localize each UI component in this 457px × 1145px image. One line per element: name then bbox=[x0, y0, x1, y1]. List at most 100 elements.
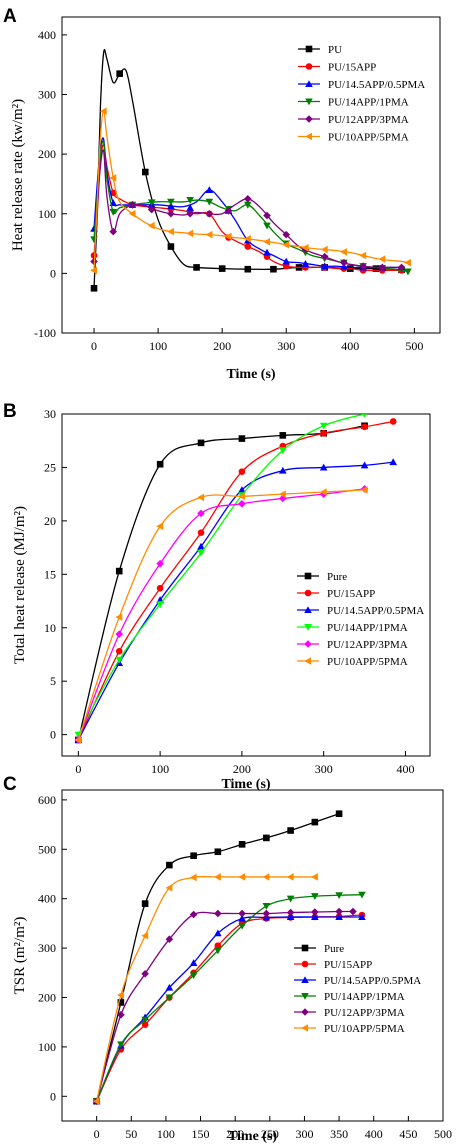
data-point bbox=[397, 263, 406, 272]
y-tick-label: 300 bbox=[38, 941, 56, 955]
data-point bbox=[244, 243, 252, 250]
y-tick-label: -100 bbox=[34, 326, 56, 340]
legend-marker bbox=[301, 976, 309, 984]
legend-label: PU/10APP/5PMA bbox=[328, 132, 409, 144]
data-point bbox=[404, 258, 412, 267]
data-point bbox=[189, 873, 197, 882]
series-line bbox=[93, 149, 402, 269]
data-point bbox=[320, 429, 327, 437]
y-tick-label: 600 bbox=[38, 793, 56, 807]
data-point bbox=[167, 209, 175, 218]
data-point bbox=[115, 630, 124, 638]
data-point bbox=[263, 248, 271, 256]
series-PU/10APP/5PMA bbox=[74, 486, 368, 744]
y-tick-label: 0 bbox=[50, 728, 56, 742]
data-point bbox=[238, 468, 246, 476]
data-point bbox=[224, 206, 233, 215]
data-point bbox=[115, 647, 123, 655]
data-point bbox=[279, 447, 287, 455]
x-axis-title: Time (s) bbox=[221, 777, 270, 792]
plot-frame bbox=[61, 789, 444, 1122]
data-point bbox=[404, 268, 412, 276]
data-point bbox=[109, 189, 117, 197]
data-point bbox=[238, 914, 246, 922]
x-tick-label: 200 bbox=[233, 762, 251, 776]
data-point bbox=[147, 205, 156, 214]
x-tick-label: 150 bbox=[192, 1127, 210, 1141]
x-tick-label: 100 bbox=[151, 762, 169, 776]
legend-marker bbox=[305, 98, 313, 106]
series-line bbox=[96, 894, 362, 1102]
data-point bbox=[189, 972, 198, 980]
data-point bbox=[301, 243, 309, 252]
series-PU/10APP/5PMA bbox=[92, 873, 318, 1106]
data-point bbox=[90, 266, 98, 275]
data-point bbox=[214, 929, 222, 937]
data-point bbox=[244, 235, 251, 243]
y-tick-label: 400 bbox=[38, 892, 56, 906]
data-point bbox=[389, 458, 397, 466]
series-line bbox=[96, 916, 362, 1102]
data-point bbox=[244, 265, 252, 273]
legend-label: PU/14.5APP/0.5PMA bbox=[324, 975, 421, 987]
legend-marker bbox=[304, 657, 312, 665]
y-tick-label: 0 bbox=[50, 266, 56, 280]
x-tick-label: 0 bbox=[75, 762, 81, 776]
data-point bbox=[286, 895, 295, 903]
y-axis-title: Total heat release (MJ/m²) bbox=[12, 506, 28, 664]
data-point bbox=[279, 494, 287, 503]
series-PU/14.5APP/0.5PMA bbox=[74, 458, 397, 744]
data-point bbox=[90, 284, 98, 292]
data-point bbox=[244, 195, 252, 203]
data-point bbox=[186, 197, 194, 204]
legend-label: PU/12APP/3PMA bbox=[327, 639, 408, 651]
x-tick-label: 300 bbox=[315, 762, 333, 776]
data-point bbox=[141, 969, 149, 978]
data-point bbox=[340, 258, 348, 267]
data-point bbox=[156, 584, 164, 592]
data-point bbox=[205, 209, 214, 218]
data-point bbox=[262, 909, 271, 918]
data-point bbox=[372, 265, 380, 272]
data-point bbox=[218, 265, 226, 272]
panel-letter: A bbox=[3, 6, 17, 27]
series-PU/12APP/3PMA bbox=[92, 907, 357, 1106]
legend-marker bbox=[301, 1024, 309, 1032]
legend-marker bbox=[301, 1008, 309, 1016]
legend: Pure PU/15APP PU/14.5APP/0.5PMA PU/14APP/1P… bbox=[294, 943, 421, 1035]
legend-marker bbox=[305, 115, 313, 123]
data-point bbox=[238, 922, 246, 930]
legend-marker bbox=[301, 944, 309, 952]
data-point bbox=[214, 909, 222, 918]
data-point bbox=[263, 211, 271, 220]
data-point bbox=[282, 240, 290, 249]
data-point bbox=[311, 908, 319, 916]
data-point bbox=[358, 891, 366, 899]
data-point bbox=[282, 230, 291, 239]
y-tick-label: 5 bbox=[50, 674, 56, 688]
legend-marker bbox=[301, 960, 309, 968]
legend-marker bbox=[304, 572, 312, 580]
data-point bbox=[263, 834, 270, 842]
data-point bbox=[238, 435, 246, 442]
data-point bbox=[362, 414, 367, 418]
data-point bbox=[165, 884, 173, 892]
series-PU/10APP/5PMA bbox=[90, 107, 412, 275]
data-point bbox=[262, 873, 270, 881]
data-point bbox=[335, 913, 343, 921]
x-tick-label: 450 bbox=[399, 1127, 417, 1141]
x-tick-label: 400 bbox=[365, 1127, 383, 1141]
data-point bbox=[311, 818, 319, 826]
plot-frame bbox=[61, 413, 431, 757]
data-point bbox=[189, 959, 198, 966]
series-line bbox=[77, 461, 394, 741]
data-point bbox=[360, 486, 368, 494]
y-tick-label: 300 bbox=[38, 88, 56, 102]
panel-letter: C bbox=[3, 774, 17, 795]
data-point bbox=[109, 227, 118, 236]
legend-marker bbox=[304, 606, 312, 614]
data-point bbox=[319, 463, 328, 471]
data-point bbox=[282, 262, 290, 270]
data-point bbox=[117, 999, 125, 1006]
legend-marker bbox=[301, 992, 309, 1000]
